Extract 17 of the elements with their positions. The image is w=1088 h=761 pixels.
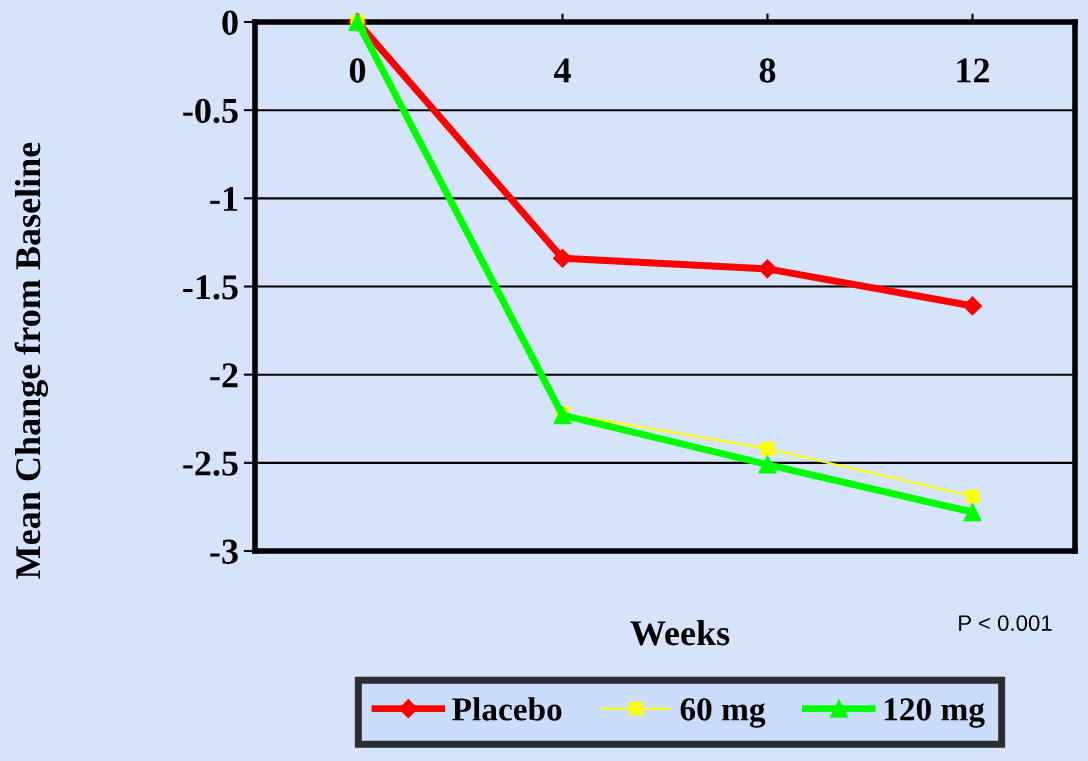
y-tick-label: -2 — [210, 363, 238, 388]
legend-label: 120 mg — [884, 698, 985, 728]
y-tick-label: -1 — [210, 187, 238, 211]
x-axis-title: Weeks — [630, 620, 730, 646]
y-tick-label: -3 — [210, 539, 238, 564]
y-tick-label: -1.5 — [183, 275, 238, 300]
legend-label: 60 mg — [680, 698, 766, 728]
x-tick-label: 4 — [553, 58, 571, 83]
text: P < 0.001 — [959, 615, 1052, 631]
legend-label: Placebo — [452, 697, 562, 721]
y-tick-label: 0 — [222, 10, 238, 35]
y-tick-label: -0.5 — [183, 98, 238, 124]
x-tick-label: 0 — [349, 58, 366, 83]
x-tick-label: 8 — [759, 58, 776, 83]
y-tick-label: -2.5 — [183, 451, 238, 476]
y-axis-title: Mean Change from Baseline — [14, 142, 48, 579]
x-tick-label: 12 — [957, 58, 989, 83]
